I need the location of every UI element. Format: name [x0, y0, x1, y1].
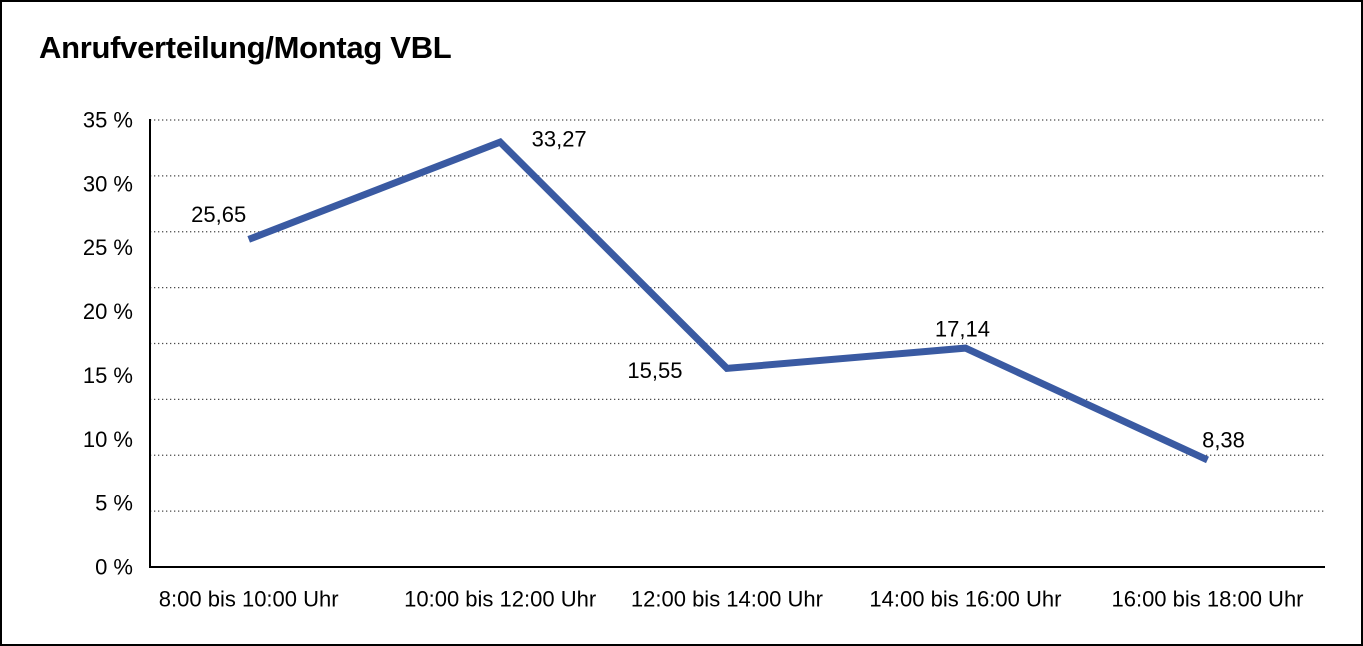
y-tick-label: 30 % — [83, 171, 133, 196]
chart-title: Anrufverteilung/Montag VBL — [39, 30, 452, 65]
data-point-label: 25,65 — [191, 202, 246, 227]
data-series-line — [247, 138, 1209, 464]
x-category-label: 8:00 bis 10:00 Uhr — [159, 587, 339, 612]
x-category-label: 14:00 bis 16:00 Uhr — [869, 587, 1061, 612]
x-category-label: 10:00 bis 12:00 Uhr — [404, 587, 596, 612]
y-tick-label: 35 % — [83, 108, 133, 133]
y-tick-label: 15 % — [83, 363, 133, 388]
y-tick-label: 10 % — [83, 427, 133, 452]
data-point-label: 8,38 — [1202, 427, 1245, 452]
y-tick-label: 0 % — [95, 555, 133, 580]
x-category-label: 12:00 bis 14:00 Uhr — [631, 587, 823, 612]
y-tick-label: 5 % — [95, 491, 133, 516]
y-tick-label: 20 % — [83, 299, 133, 324]
x-category-label: 16:00 bis 18:00 Uhr — [1111, 587, 1303, 612]
data-point-label: 33,27 — [532, 127, 587, 152]
data-point-label: 15,55 — [627, 358, 682, 383]
data-point-label: 17,14 — [935, 317, 990, 342]
y-tick-label: 25 % — [83, 235, 133, 260]
